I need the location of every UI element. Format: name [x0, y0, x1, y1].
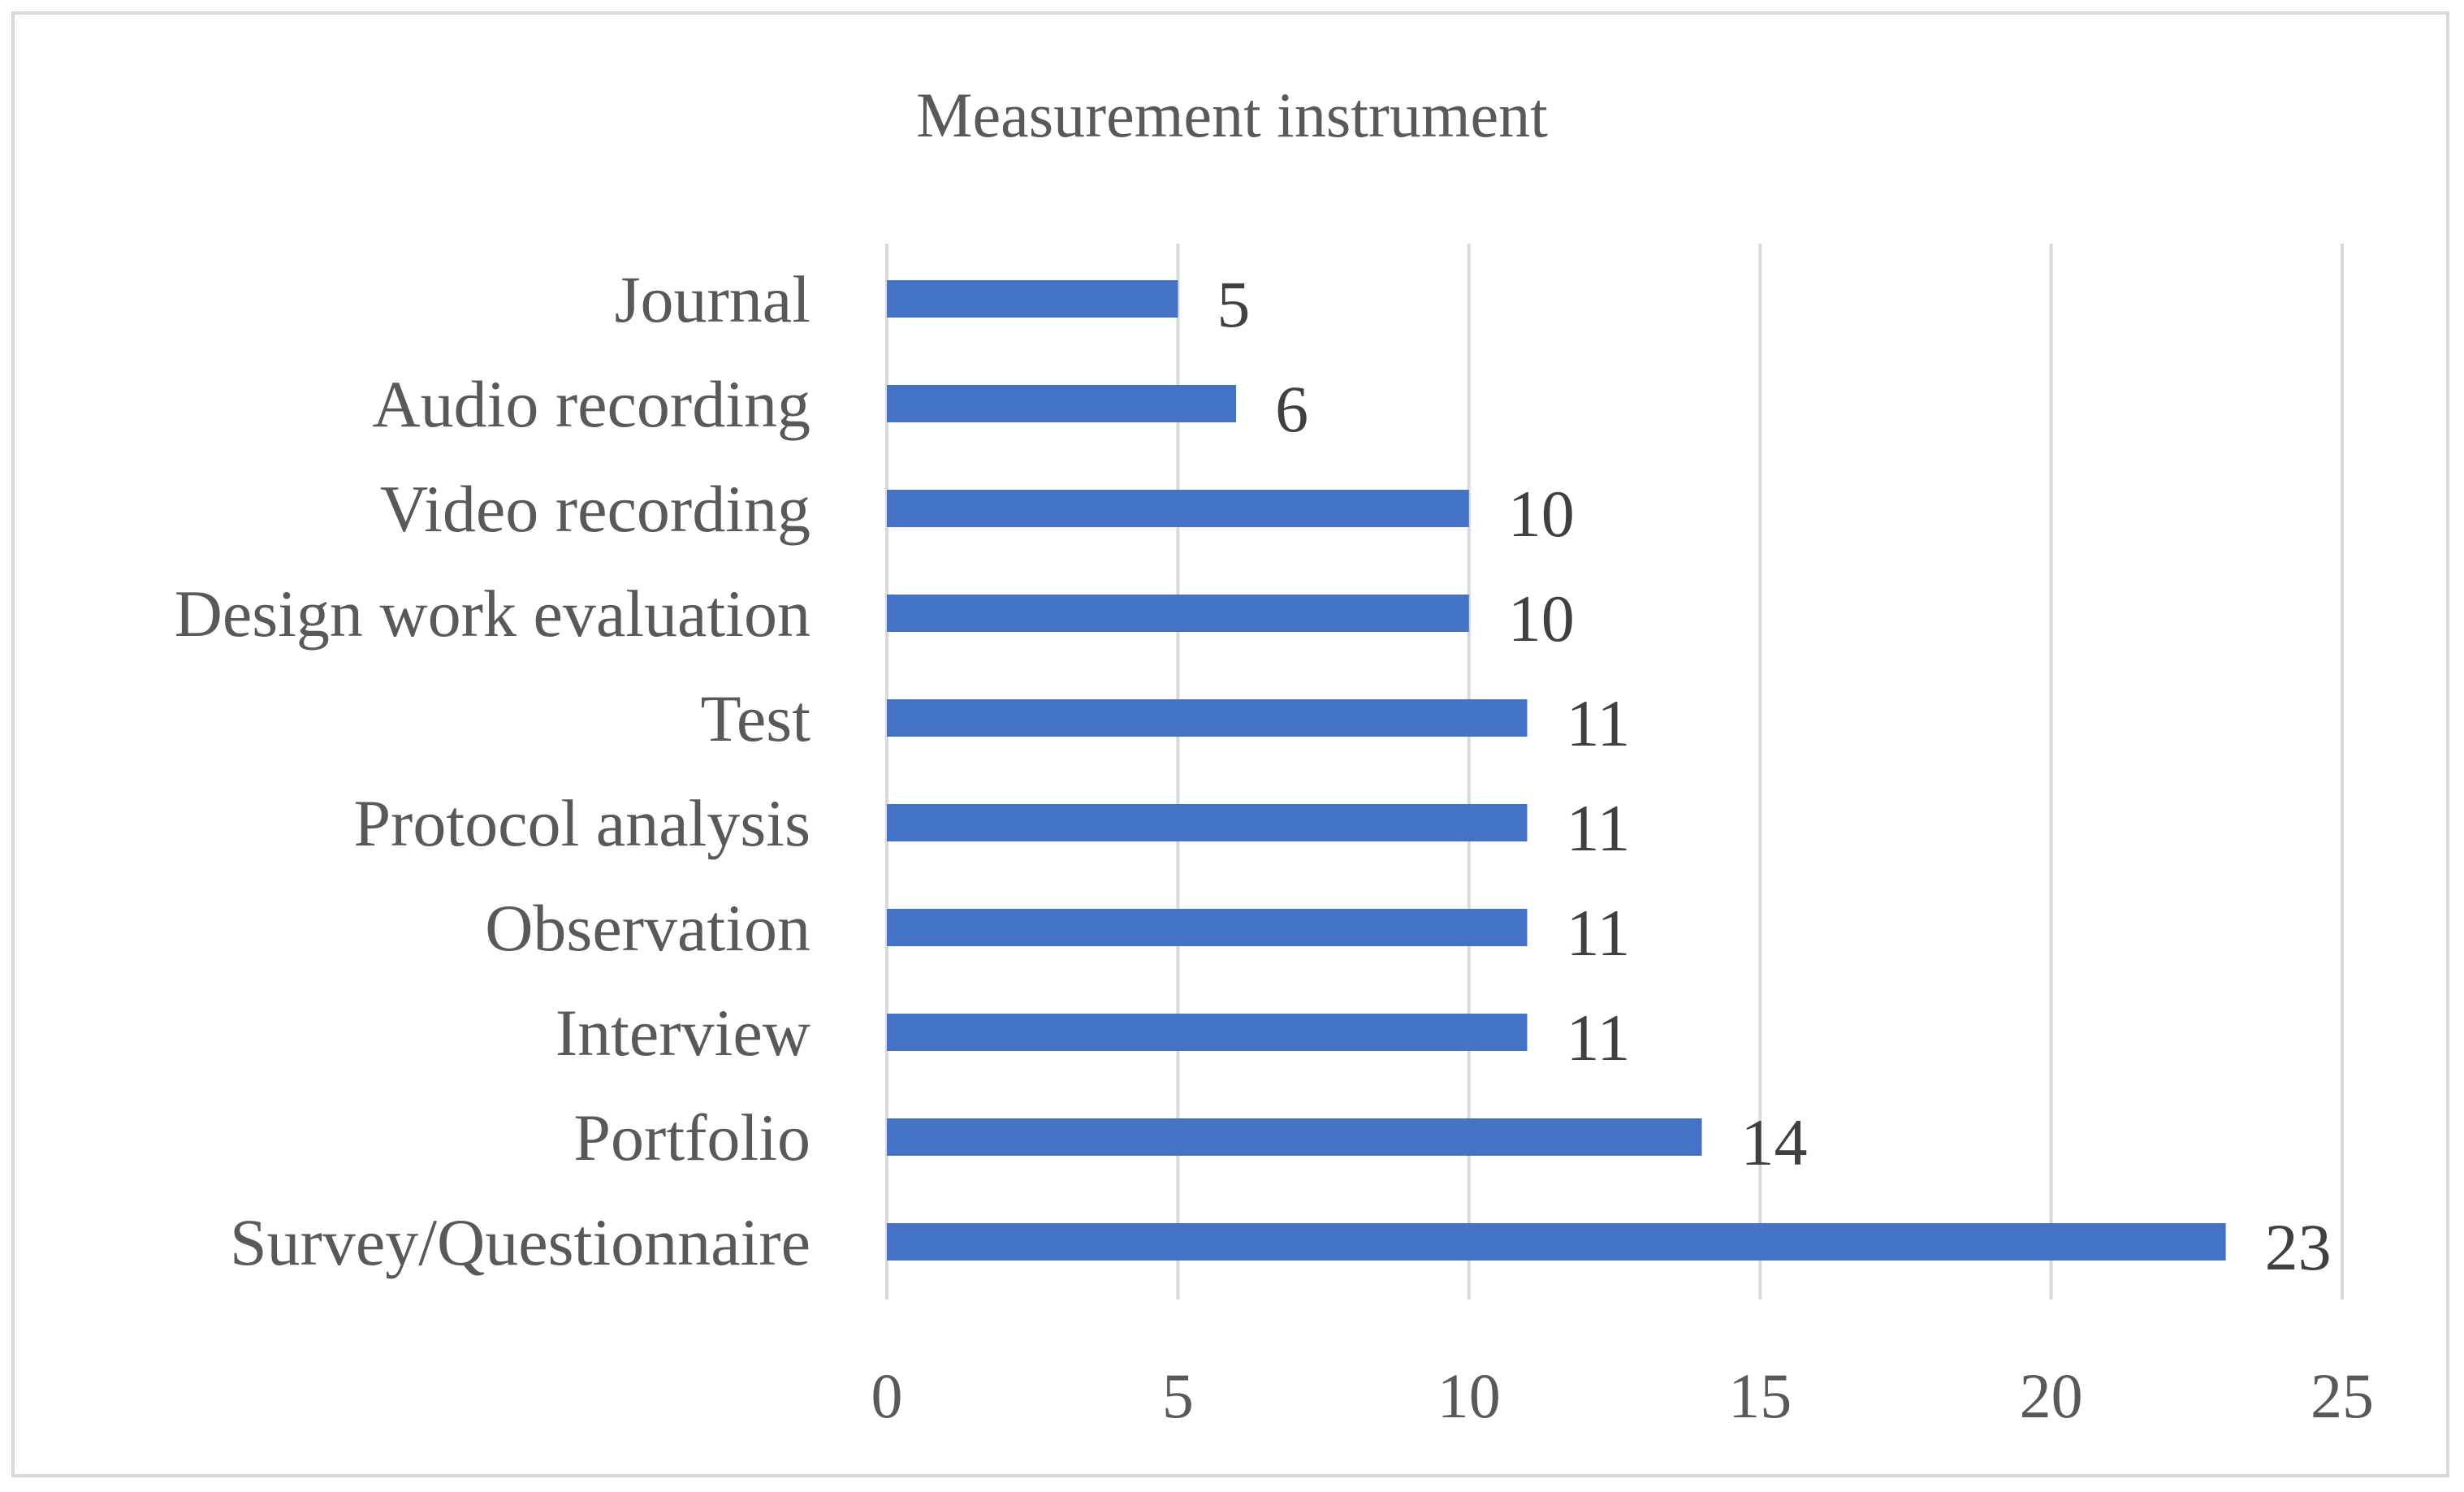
bar [887, 699, 1528, 737]
category-label: Test [701, 681, 811, 755]
category-label: Protocol analysis [353, 786, 811, 860]
data-label: 14 [1741, 1105, 1808, 1179]
bars [887, 280, 2226, 1261]
data-label: 11 [1566, 686, 1630, 760]
category-label: Observation [485, 891, 811, 965]
bar [887, 909, 1528, 946]
bar [887, 385, 1237, 422]
category-label: Interview [555, 996, 811, 1070]
data-label: 11 [1566, 1001, 1630, 1075]
x-tick-label: 10 [1437, 1360, 1501, 1431]
x-tick-label: 0 [871, 1360, 903, 1431]
chart-title: Measurement instrument [916, 80, 1548, 150]
bar [887, 1118, 1702, 1156]
data-label: 11 [1566, 896, 1630, 970]
x-tick-label: 20 [2020, 1360, 2083, 1431]
category-labels: Journal Audio recording Video recording Des… [175, 262, 811, 1279]
bar [887, 804, 1528, 841]
data-labels: 56 10 10 11 11 11 11 14 23 [1217, 267, 2331, 1284]
data-label: 10 [1508, 582, 1575, 655]
data-label: 11 [1566, 791, 1630, 865]
x-tick-label: 5 [1162, 1360, 1194, 1431]
data-label: 23 [2265, 1210, 2332, 1284]
x-tick-labels: 0 5 10 15 20 25 [871, 1360, 2375, 1431]
data-label: 6 [1275, 372, 1308, 446]
category-label: Design work evaluation [175, 577, 811, 651]
bar [887, 490, 1469, 527]
x-tick-label: 25 [2311, 1360, 2374, 1431]
category-label: Survey/Questionnaire [230, 1205, 811, 1279]
bar [887, 1014, 1528, 1051]
category-label: Journal [615, 262, 811, 336]
category-label: Audio recording [372, 367, 811, 441]
data-label: 5 [1217, 267, 1250, 341]
bar [887, 595, 1469, 632]
category-label: Video recording [380, 472, 811, 546]
bar [887, 280, 1178, 318]
data-label: 10 [1508, 477, 1575, 551]
category-label: Portfolio [573, 1101, 811, 1174]
bar [887, 1223, 2226, 1261]
x-tick-label: 15 [1728, 1360, 1792, 1431]
